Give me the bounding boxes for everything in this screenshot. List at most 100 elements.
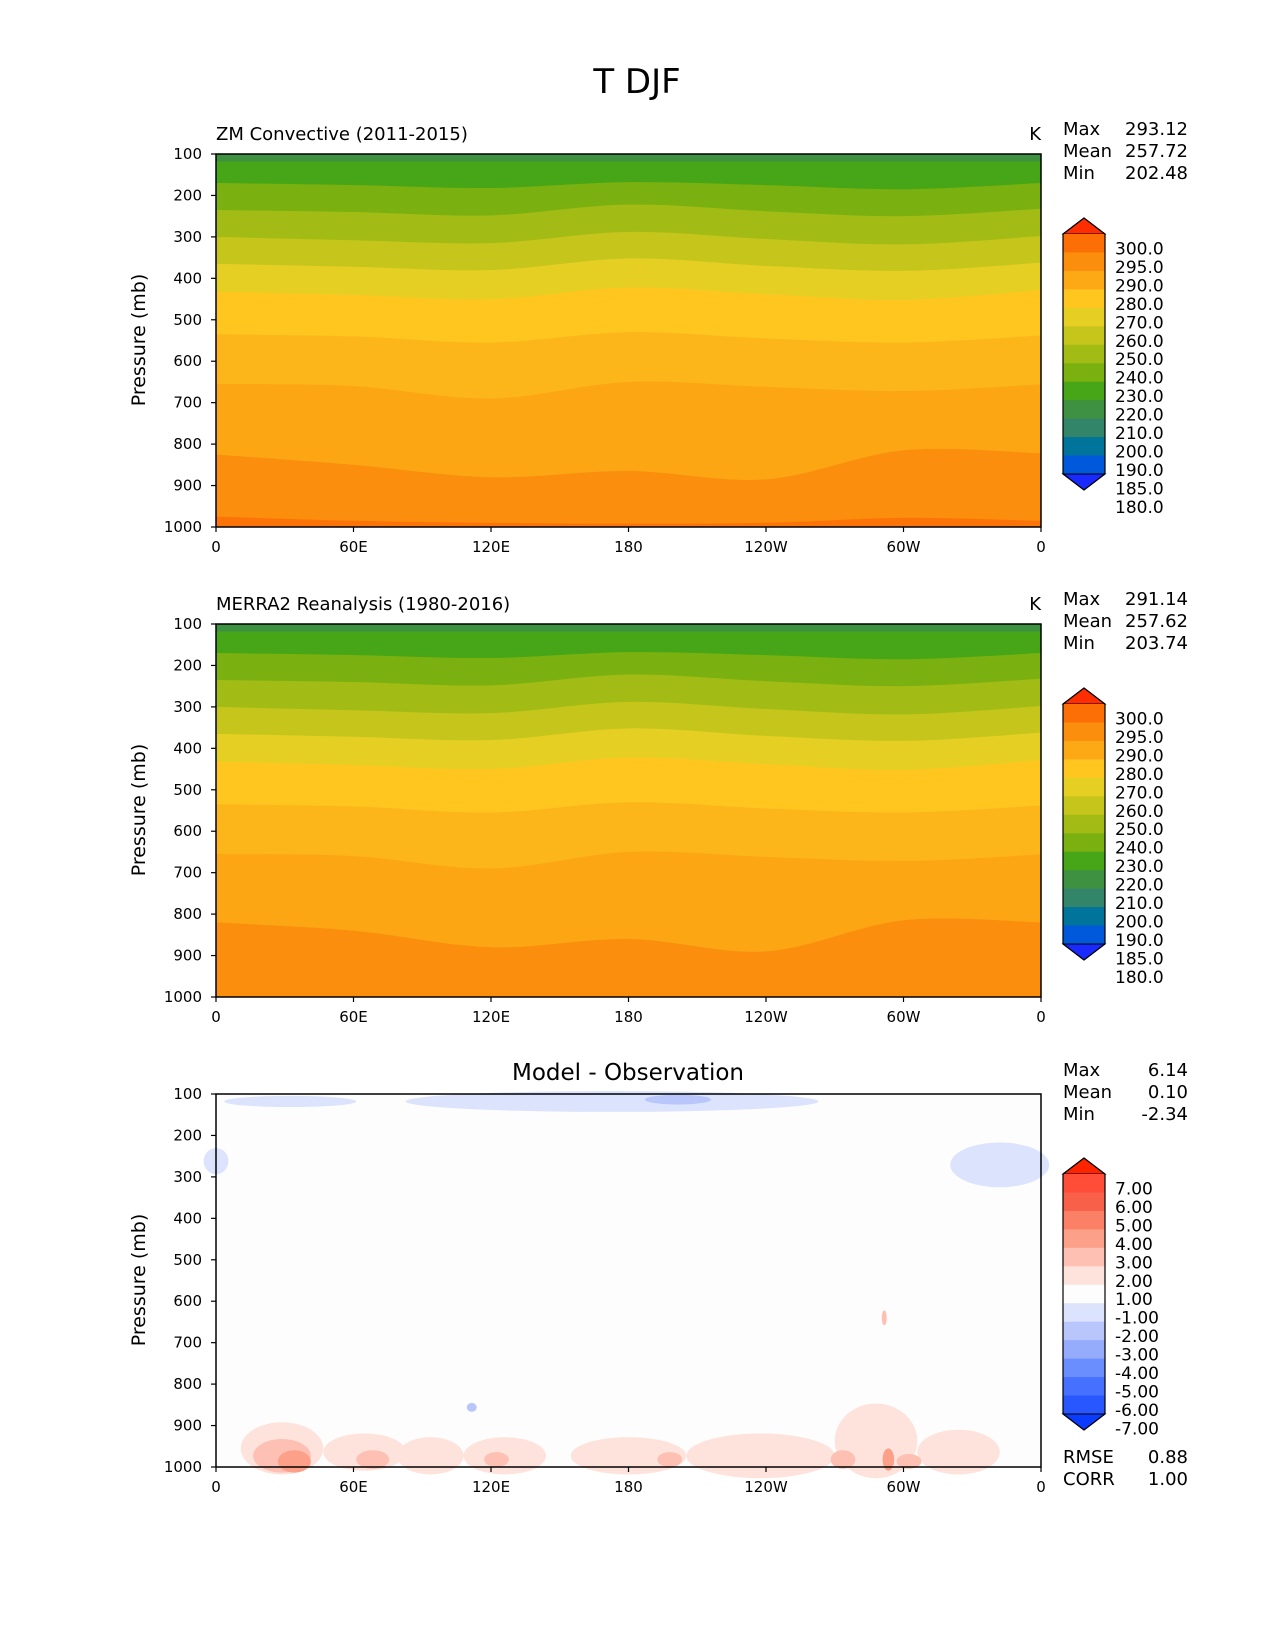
colorbar-label: 260.0	[1115, 332, 1164, 352]
figure-title: T DJF	[592, 62, 680, 102]
colorbar-label: 250.0	[1115, 350, 1164, 370]
colorbar-swatch	[1063, 289, 1105, 309]
anomaly-region	[950, 1142, 1050, 1188]
y-tick-label: 800	[173, 905, 202, 923]
colorbar-extend-max	[1061, 687, 1107, 705]
anomaly-region	[397, 1437, 464, 1475]
x-tick-label: 0	[1036, 1008, 1046, 1026]
anomaly-region	[657, 1452, 683, 1468]
y-tick-label: 900	[173, 947, 202, 965]
colorbar-swatch	[1063, 814, 1105, 834]
rmse-label: RMSE	[1063, 1447, 1114, 1468]
colorbar-label: -5.00	[1115, 1383, 1159, 1403]
anomaly-region	[484, 1452, 509, 1468]
colorbar-swatch	[1063, 907, 1105, 927]
y-tick-label: 700	[173, 1334, 202, 1352]
colorbar-swatch	[1063, 1174, 1105, 1193]
colorbar-swatch	[1063, 437, 1105, 457]
contour-field	[215, 153, 1042, 528]
colorbar-label: 290.0	[1115, 276, 1164, 296]
colorbar-swatch	[1063, 252, 1105, 272]
colorbar-swatch	[1063, 1358, 1105, 1378]
colorbar-swatch	[1063, 870, 1105, 890]
x-tick-label: 0	[211, 1008, 221, 1026]
colorbar-outline	[1062, 687, 1106, 961]
anomaly-region	[570, 1437, 687, 1475]
y-axis-label: Pressure (mb)	[128, 274, 150, 407]
colorbar-extend-max	[1061, 217, 1107, 235]
colorbar-label: -3.00	[1115, 1346, 1159, 1366]
stat-min-value: 202.48	[1125, 163, 1188, 184]
x-tick-label: 60E	[339, 1008, 368, 1026]
anomaly-region	[277, 1450, 311, 1473]
colorbar-outline	[1062, 217, 1106, 491]
colorbar-swatch	[1063, 833, 1105, 853]
y-tick-label: 400	[173, 269, 202, 287]
colorbar-swatch	[1063, 363, 1105, 383]
colorbar-label: 180.0	[1115, 968, 1164, 988]
colorbar: 300.0295.0290.0280.0270.0260.0250.0240.0…	[1061, 687, 1164, 988]
panel-title: Model - Observation	[512, 1060, 744, 1086]
stat-min-label: Min	[1063, 163, 1095, 184]
anomaly-region	[645, 1094, 711, 1105]
x-tick-label: 0	[211, 538, 221, 556]
x-tick-label: 180	[614, 1478, 643, 1496]
colorbar-outline	[1062, 1157, 1106, 1431]
colorbar-label: 4.00	[1115, 1235, 1153, 1255]
x-tick-label: 0	[211, 1478, 221, 1496]
panel-observation: MERRA2 Reanalysis (1980-2016) K Max 291.…	[128, 589, 1188, 1026]
x-tick-label: 60W	[887, 1008, 921, 1026]
colorbar-label: 185.0	[1115, 479, 1164, 499]
colorbar-label: 300.0	[1115, 709, 1164, 729]
colorbar-swatch	[1063, 759, 1105, 779]
y-tick-label: 300	[173, 698, 202, 716]
colorbar-swatch	[1063, 1284, 1105, 1304]
stat-min-value: 203.74	[1125, 633, 1188, 654]
corr-label: CORR	[1063, 1469, 1115, 1490]
colorbar-swatch	[1063, 326, 1105, 346]
x-tick-label: 60W	[887, 1478, 921, 1496]
y-tick-label: 300	[173, 1168, 202, 1186]
y-tick-label: 600	[173, 1292, 202, 1310]
colorbar-extend-min	[1061, 1413, 1107, 1431]
stat-max-value: 6.14	[1148, 1060, 1188, 1081]
colorbar-label: -7.00	[1115, 1419, 1159, 1439]
colorbar-swatch	[1063, 1229, 1105, 1249]
anomaly-region	[466, 1402, 477, 1412]
difference-field	[203, 1091, 1050, 1479]
colorbar-label: 230.0	[1115, 857, 1164, 877]
colorbar-swatch	[1063, 1395, 1105, 1415]
panel-model: ZM Convective (2011-2015) K Max 293.12 M…	[128, 119, 1188, 556]
y-tick-label: 900	[173, 477, 202, 495]
stat-min-value: -2.34	[1141, 1104, 1188, 1125]
y-tick-label: 1000	[164, 988, 202, 1006]
stat-mean-value: 257.72	[1125, 141, 1188, 162]
anomaly-region	[356, 1450, 390, 1469]
stat-mean-label: Mean	[1063, 611, 1112, 632]
colorbar-swatch	[1063, 1321, 1105, 1341]
colorbar-swatch	[1063, 400, 1105, 420]
y-tick-label: 400	[173, 739, 202, 757]
colorbar-swatch	[1063, 796, 1105, 816]
contour-band	[216, 918, 1041, 997]
contour-band	[216, 516, 1041, 527]
units-label: K	[1029, 594, 1042, 615]
colorbar-extend-max	[1061, 1157, 1107, 1175]
y-tick-label: 600	[173, 822, 202, 840]
x-tick-label: 60W	[887, 538, 921, 556]
y-tick-label: 700	[173, 394, 202, 412]
colorbar-label: 210.0	[1115, 894, 1164, 914]
colorbar-label: 6.00	[1115, 1198, 1153, 1218]
colorbar-swatch	[1063, 722, 1105, 742]
colorbar-label: 220.0	[1115, 876, 1164, 896]
colorbar-label: 240.0	[1115, 839, 1164, 859]
y-tick-label: 100	[173, 145, 202, 163]
units-label: K	[1029, 124, 1042, 145]
y-tick-label: 500	[173, 311, 202, 329]
colorbar-label: 250.0	[1115, 820, 1164, 840]
colorbar-swatch	[1063, 1192, 1105, 1212]
stat-max-label: Max	[1063, 589, 1101, 610]
stat-max-label: Max	[1063, 119, 1101, 140]
colorbar-swatch	[1063, 381, 1105, 401]
colorbar-swatch	[1063, 740, 1105, 760]
